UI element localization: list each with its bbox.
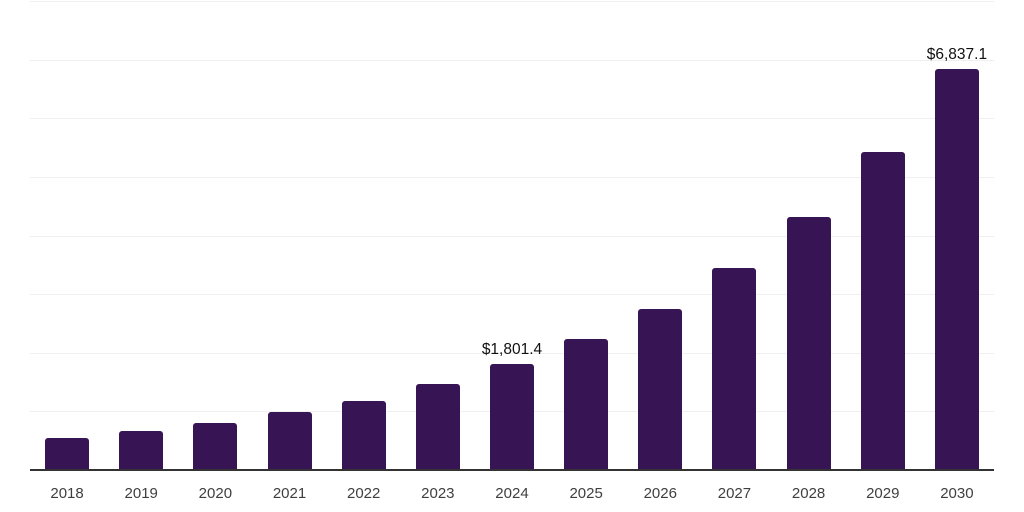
gridline (30, 176, 994, 178)
gridline (30, 235, 994, 237)
bar-2021[interactable] (267, 411, 312, 470)
bar-2024[interactable] (490, 364, 534, 470)
bar-2018[interactable] (45, 438, 90, 470)
x-tick-label-2024: 2024 (495, 485, 529, 502)
x-tick-label-2021: 2021 (272, 485, 307, 502)
x-tick-label-2028: 2028 (791, 485, 826, 502)
bar-2019[interactable] (119, 431, 164, 470)
x-tick-label-2018: 2018 (50, 485, 84, 502)
bar-2022[interactable] (341, 400, 386, 470)
x-tick-label-2023: 2023 (421, 485, 455, 502)
x-tick-label-2029: 2029 (866, 485, 900, 502)
bar-2027[interactable] (712, 268, 757, 470)
bar-2025[interactable] (564, 339, 609, 470)
gridline (30, 294, 994, 296)
x-tick-label-2025: 2025 (569, 485, 603, 502)
x-tick-label-2026: 2026 (643, 485, 677, 502)
value-label-2030: $6,837.1 (926, 46, 988, 64)
bar-2023[interactable] (415, 383, 460, 470)
bar-2026[interactable] (638, 308, 683, 470)
gridline (30, 118, 994, 120)
x-tick-label-2030: 2030 (940, 485, 974, 502)
gridline (30, 1, 994, 2)
x-tick-label-2020: 2020 (198, 485, 233, 502)
x-tick-label-2027: 2027 (717, 485, 752, 502)
x-tick-label-2019: 2019 (124, 485, 158, 502)
bar-2028[interactable] (786, 217, 831, 470)
x-axis-line (30, 469, 994, 471)
x-tick-label-2022: 2022 (346, 485, 381, 502)
bar-2030[interactable] (934, 69, 979, 470)
bar-2029[interactable] (860, 151, 905, 470)
value-label-2024: $1,801.4 (481, 341, 543, 359)
bar-2020[interactable] (193, 422, 238, 470)
